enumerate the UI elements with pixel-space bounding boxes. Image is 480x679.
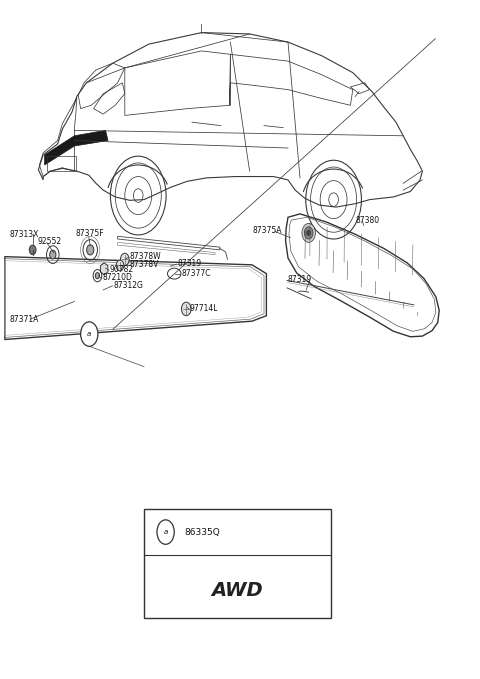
Text: 87380: 87380	[355, 216, 379, 225]
Text: 87375A: 87375A	[252, 226, 282, 236]
Text: a: a	[164, 529, 168, 535]
Text: 90782: 90782	[109, 265, 133, 274]
Circle shape	[96, 273, 100, 279]
Bar	[47, 156, 76, 171]
Circle shape	[157, 520, 174, 545]
Polygon shape	[100, 263, 108, 275]
Text: 87210D: 87210D	[103, 273, 132, 282]
Text: 87375F: 87375F	[76, 229, 105, 238]
Text: 87371A: 87371A	[10, 314, 39, 324]
Text: 87378V: 87378V	[130, 259, 159, 269]
Polygon shape	[45, 130, 108, 165]
Circle shape	[307, 230, 311, 236]
Text: 87313X: 87313X	[10, 230, 39, 239]
Circle shape	[29, 245, 36, 255]
Text: 87319: 87319	[178, 259, 202, 268]
Circle shape	[116, 260, 124, 271]
Text: 87319: 87319	[288, 275, 312, 285]
Circle shape	[304, 227, 313, 239]
Circle shape	[302, 223, 315, 242]
Circle shape	[86, 245, 94, 255]
Circle shape	[50, 251, 56, 259]
Text: a: a	[87, 331, 91, 337]
Text: 87312G: 87312G	[113, 280, 143, 290]
Circle shape	[81, 322, 98, 346]
Text: 92552: 92552	[37, 237, 61, 246]
Text: 87377C: 87377C	[181, 269, 211, 278]
Bar	[144, 509, 331, 618]
Text: 97714L: 97714L	[190, 304, 218, 314]
Text: 86335Q: 86335Q	[185, 528, 220, 536]
Circle shape	[120, 253, 129, 265]
Text: AWD: AWD	[212, 581, 264, 600]
Circle shape	[181, 302, 191, 316]
Text: 87378W: 87378W	[130, 252, 161, 261]
